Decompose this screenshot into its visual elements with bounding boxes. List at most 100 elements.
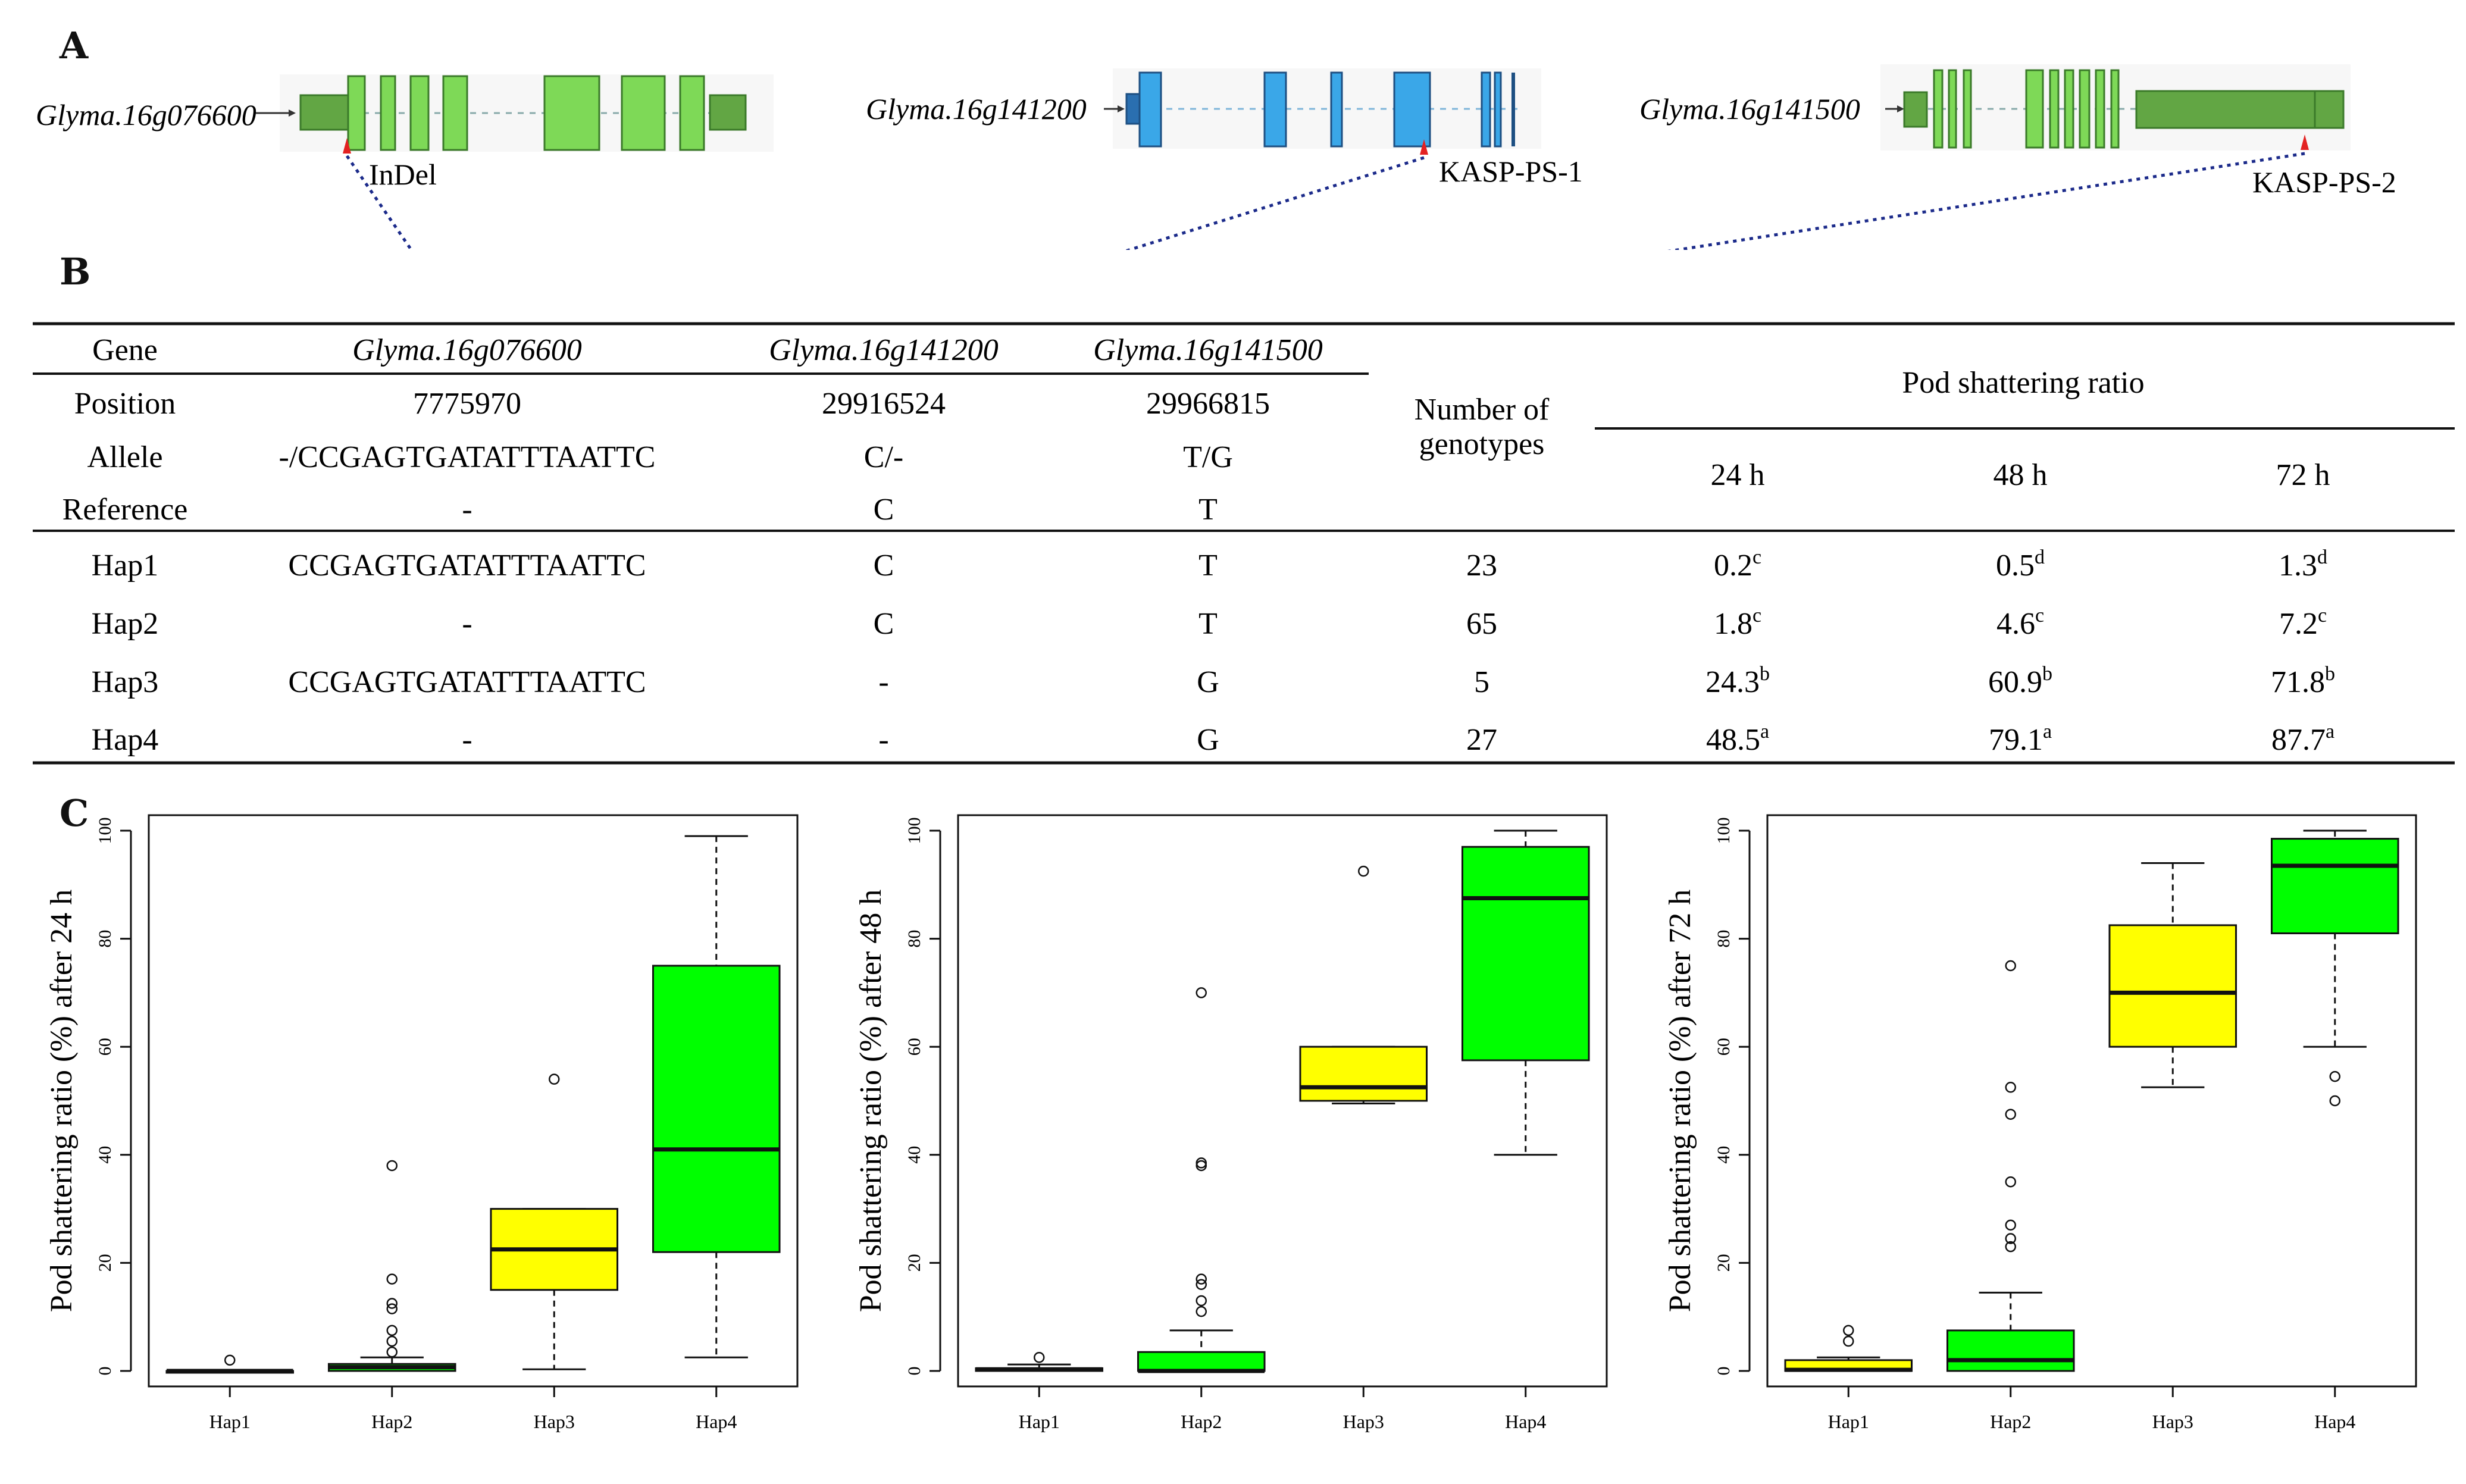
hap-value-48: 79.1a	[1989, 721, 2052, 757]
y-tick-label: 0	[1714, 1367, 1733, 1376]
box-hap4	[652, 835, 781, 1358]
gene-label-2: Glyma.16g141200	[866, 92, 1087, 126]
x-tick-label: Hap3	[534, 1411, 575, 1432]
y-tick-label: 40	[1714, 1146, 1733, 1164]
outlier-point	[2005, 1109, 2016, 1120]
x-tick-label: Hap4	[696, 1411, 737, 1432]
outlier-point	[1196, 1273, 1207, 1285]
outlier-point	[386, 1346, 398, 1358]
table-row: Hap3 CCGAGTGATATTTAATTC - G 5 24.3b 60.9…	[92, 663, 2335, 699]
outlier-point	[386, 1335, 398, 1347]
hap-allele-2: -	[878, 665, 888, 699]
y-tick-label: 100	[1714, 818, 1733, 844]
hap-allele-1: CCGAGTGATATTTAATTC	[288, 549, 646, 583]
marker-kasp1-arrow	[1420, 139, 1428, 155]
connector-2	[1124, 156, 1425, 250]
marker-label-2: KASP-PS-1	[1439, 155, 1583, 188]
y-tick-label: 20	[1714, 1254, 1733, 1272]
marker-kasp2-arrow	[2301, 134, 2309, 150]
outlier-point	[1843, 1335, 1854, 1347]
x-tick-label: Hap2	[371, 1411, 412, 1432]
x-tick-label: Hap2	[1181, 1411, 1222, 1432]
outlier-point	[224, 1354, 236, 1366]
y-tick-label: 80	[905, 930, 924, 948]
hap-value-48: 4.6c	[1996, 605, 2044, 641]
box-hap3	[1299, 865, 1428, 1105]
outlier-point	[2329, 1070, 2340, 1082]
hap-allele-2: C	[874, 607, 894, 641]
hap-allele-3: T	[1198, 549, 1218, 583]
table-gene-1: Glyma.16g076600	[352, 333, 582, 367]
iqr-box	[1461, 846, 1590, 1062]
outlier-point	[1196, 1305, 1207, 1317]
x-tick-label: Hap3	[1343, 1411, 1384, 1432]
hap-name: Hap2	[92, 607, 159, 641]
y-tick-label: 60	[95, 1038, 115, 1056]
box-hap2	[1137, 987, 1266, 1373]
box-hap1	[975, 1352, 1104, 1372]
outlier-point	[1034, 1352, 1045, 1363]
hap-allele-3: T	[1198, 607, 1218, 641]
x-tick-label: Hap1	[1019, 1411, 1060, 1432]
reference-2: C	[874, 493, 894, 527]
y-tick-label: 80	[95, 930, 115, 948]
box-hap4	[2270, 829, 2399, 1107]
outlier-point	[1196, 1279, 1207, 1290]
box-hap4	[1461, 829, 1590, 1156]
hap-value-72: 87.7a	[2271, 721, 2334, 757]
y-tick-label: 60	[905, 1038, 924, 1056]
num-genotypes-header-1: Number of	[1414, 393, 1550, 427]
hap-allele-3: G	[1197, 723, 1219, 757]
position-3: 29966815	[1146, 387, 1270, 421]
boxplot-72h: 0 20 40 60 80 100 Pod shattering ratio (%) aft…	[1663, 814, 2417, 1432]
gene-structure-panel: Glyma.16g076600 InDel Glyma.16g141200	[36, 64, 2396, 250]
time-header-72: 72 h	[2276, 458, 2330, 492]
gene-label-1: Glyma.16g076600	[36, 98, 256, 132]
hap-value-24: 48.5a	[1706, 721, 1769, 757]
hap-allele-2: -	[878, 723, 888, 757]
hap-allele-2: C	[874, 549, 894, 583]
hap-value-48: 0.5d	[1996, 546, 2045, 583]
outlier-point	[386, 1160, 398, 1172]
outlier-point	[386, 1325, 398, 1336]
row-label-gene: Gene	[92, 333, 158, 367]
outlier-point	[1358, 865, 1369, 877]
panel-c-label: C	[60, 791, 89, 835]
outlier-point	[2329, 1095, 2340, 1107]
outlier-point	[1196, 987, 1207, 998]
row-label-reference: Reference	[62, 493, 188, 527]
outlier-point	[549, 1073, 560, 1085]
gene-model-3: Glyma.16g141500 KASP-PS-2	[1639, 64, 2396, 199]
outlier-point	[1196, 1157, 1207, 1169]
gene-model-1: Glyma.16g076600 InDel	[36, 74, 774, 191]
time-header-48: 48 h	[1994, 458, 2048, 492]
allele-1: -/CCGAGTGATATTTAATTC	[279, 440, 656, 474]
box-hap2	[327, 1160, 456, 1372]
marker-label-3: KASP-PS-2	[2252, 165, 2396, 199]
hap-value-48: 60.9b	[1988, 663, 2052, 699]
hap-value-72: 7.2c	[2279, 605, 2327, 641]
hap-name: Hap3	[92, 665, 159, 699]
y-tick-label: 40	[95, 1146, 115, 1164]
y-axis-label: Pod shattering ratio (%) after 24 h	[45, 890, 79, 1312]
hap-count: 27	[1466, 723, 1497, 757]
box-hap2	[1946, 960, 2075, 1372]
hap-count: 65	[1466, 607, 1497, 641]
position-2: 29916524	[822, 387, 946, 421]
table-gene-2: Glyma.16g141200	[769, 333, 999, 367]
hap-value-24: 0.2c	[1714, 546, 1761, 583]
iqr-box	[652, 965, 781, 1253]
y-axis-label: Pod shattering ratio (%) after 48 h	[854, 890, 888, 1312]
outlier-point	[1196, 1295, 1207, 1307]
gene-label-3: Glyma.16g141500	[1639, 92, 1860, 126]
panel-a-label: A	[60, 24, 89, 67]
hap-value-24: 24.3b	[1705, 663, 1770, 699]
boxplot-24h: 0 20 40 60 80 100 Pod shattering ratio (%) aft…	[45, 814, 799, 1432]
iqr-box	[2108, 924, 2237, 1048]
panel-b-label: B	[60, 250, 91, 293]
row-label-position: Position	[74, 387, 176, 421]
hap-name: Hap1	[92, 549, 159, 583]
reference-1: -	[462, 493, 472, 527]
y-tick-label: 80	[1714, 930, 1733, 948]
y-tick-label: 100	[95, 818, 115, 844]
